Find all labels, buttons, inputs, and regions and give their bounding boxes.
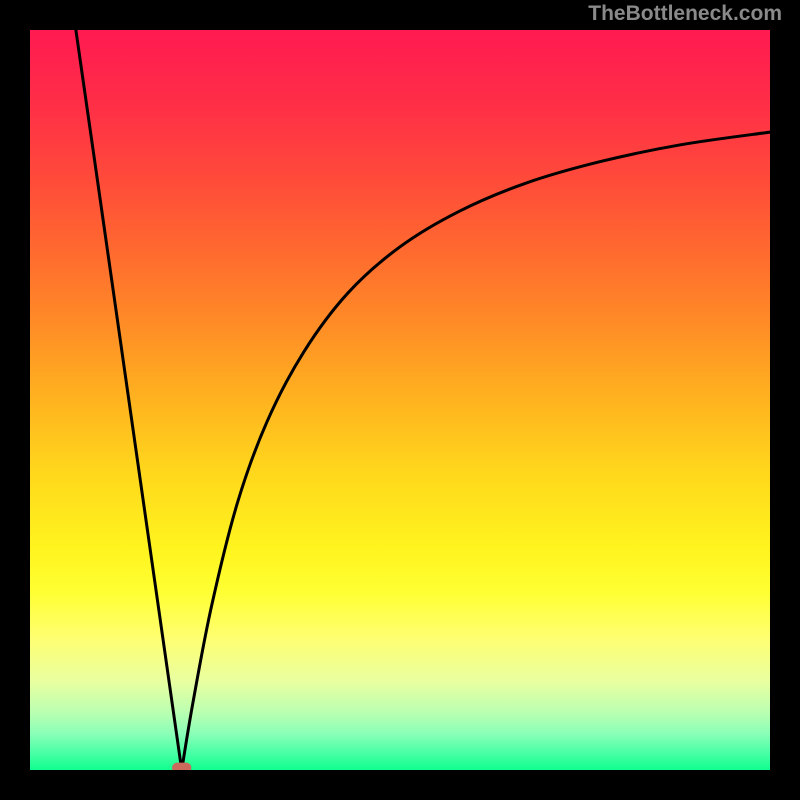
plot-area	[30, 30, 770, 770]
vertex-marker	[172, 763, 191, 770]
watermark-text: TheBottleneck.com	[588, 2, 782, 26]
chart-svg	[30, 30, 770, 770]
figure-container: TheBottleneck.com	[0, 0, 800, 800]
gradient-background	[30, 30, 770, 770]
